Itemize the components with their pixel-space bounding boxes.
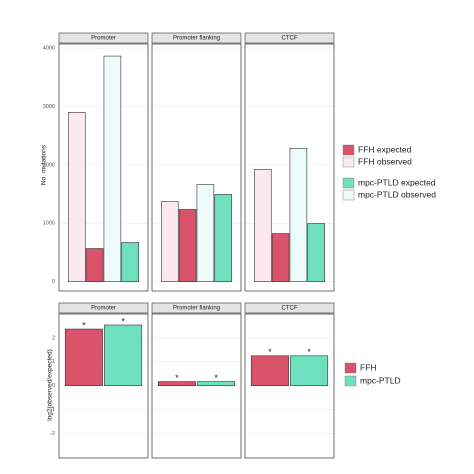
y-tick-label: -1 <box>50 407 55 413</box>
bar <box>64 328 103 386</box>
panel-border <box>58 313 149 459</box>
legend-swatch <box>344 375 357 387</box>
bar <box>271 233 290 282</box>
y-tick-label: 2 <box>52 335 55 341</box>
y-tick-label: 1 <box>52 359 55 365</box>
panel-border <box>151 313 242 459</box>
bar <box>157 381 196 386</box>
significance-label: * <box>268 347 272 357</box>
y-axis-title: log2(observed/expected) <box>47 349 54 421</box>
significance-label: * <box>175 373 179 383</box>
y-tick-label: -2 <box>50 431 55 437</box>
legend-label: mpc-PTLD expected <box>358 177 436 187</box>
bar <box>214 194 232 282</box>
bar <box>289 148 308 282</box>
strip <box>151 302 242 314</box>
bar <box>250 355 289 386</box>
legend-label: mpc-PTLD <box>360 375 401 385</box>
legend-label: FFH <box>360 362 377 372</box>
strip-label: Promoter flanking <box>173 36 220 42</box>
bar <box>121 242 139 282</box>
strip-label: Promoter flanking <box>173 306 220 312</box>
strip-label: CTCF <box>282 36 298 42</box>
panel-border <box>151 43 242 292</box>
y-tick-label: 0 <box>52 279 55 285</box>
legend-swatch <box>342 144 355 156</box>
legend-swatch <box>342 189 355 201</box>
panel-border <box>58 43 149 292</box>
bar <box>85 248 104 282</box>
y-axis-title: No. mutations <box>41 144 48 185</box>
strip <box>244 302 335 314</box>
bar <box>68 112 86 282</box>
bar <box>197 381 236 386</box>
bar <box>290 355 329 386</box>
bar <box>196 184 215 282</box>
significance-label: * <box>214 373 218 383</box>
y-tick-label: 1000 <box>43 221 55 227</box>
panel-border <box>244 43 335 292</box>
y-tick-label: 0 <box>52 383 55 389</box>
bar <box>307 223 325 282</box>
strip-label: CTCF <box>282 306 298 312</box>
bar <box>103 55 122 282</box>
strip <box>58 302 149 314</box>
strip <box>151 32 242 44</box>
y-tick-label: 2000 <box>43 162 55 168</box>
bar <box>104 324 143 386</box>
strip-label: Promoter <box>91 306 116 312</box>
legend-swatch <box>344 362 357 374</box>
significance-label: * <box>307 347 311 357</box>
legend-label: mpc-PTLD observed <box>358 189 436 199</box>
strip-label: Promoter <box>91 36 116 42</box>
legend-label: FFH expected <box>358 144 412 154</box>
panel <box>245 314 334 458</box>
bar <box>161 201 179 282</box>
legend-swatch <box>342 177 355 189</box>
bar <box>178 209 197 282</box>
panel <box>152 314 241 458</box>
panel-border <box>244 313 335 459</box>
strip <box>244 32 335 44</box>
y-tick-label: 3000 <box>43 104 55 110</box>
bar <box>254 169 272 282</box>
significance-label: * <box>82 320 86 330</box>
significance-label: * <box>121 316 125 326</box>
strip <box>58 32 149 44</box>
legend-label: FFH observed <box>358 156 412 166</box>
y-tick-label: 4000 <box>43 46 55 52</box>
legend-swatch <box>342 156 355 168</box>
